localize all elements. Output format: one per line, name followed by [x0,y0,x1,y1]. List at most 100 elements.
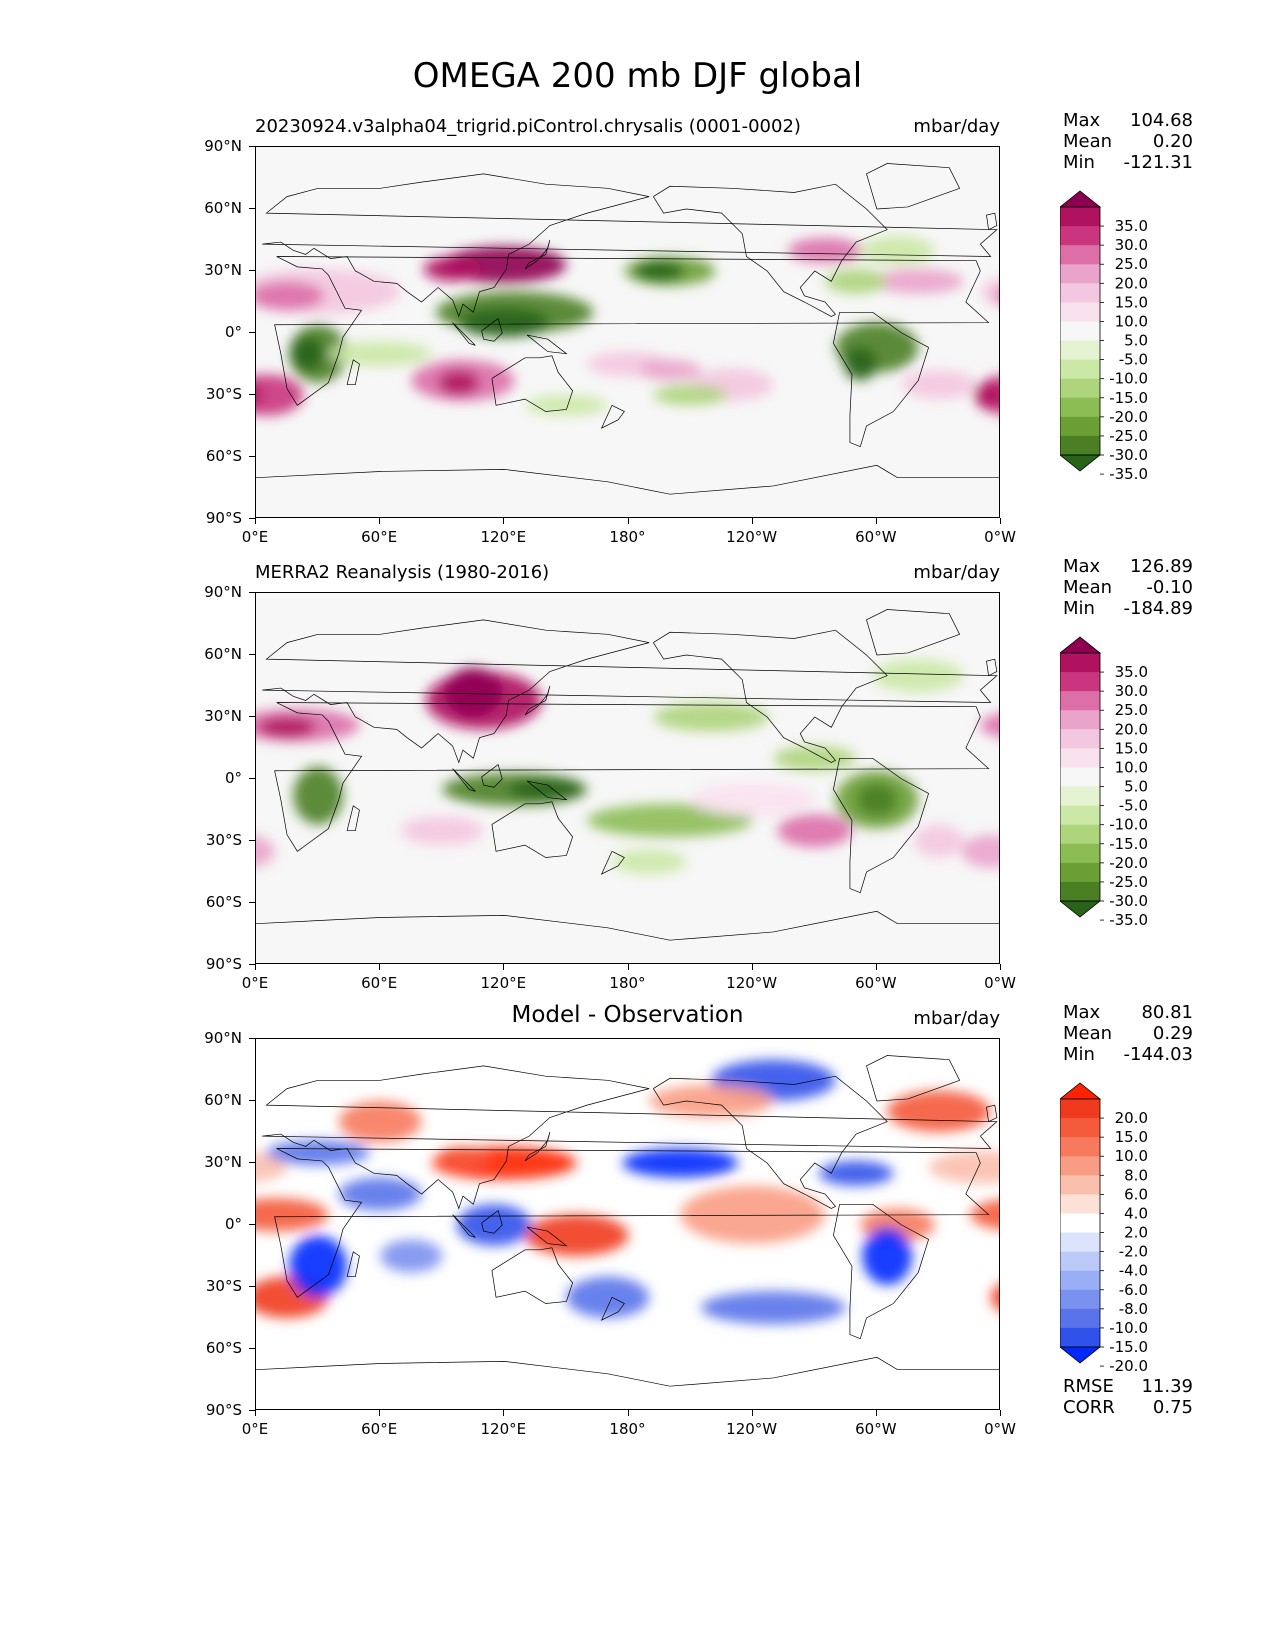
field-anomaly-region [328,341,432,367]
stat-label: Mean [1063,131,1113,152]
colorbar-tick-label: 10.0 [1115,758,1148,776]
coastline [526,780,568,801]
coastline [866,609,961,656]
field-anomaly-region [825,268,888,294]
colorbar-tick-label: 25.0 [1115,255,1148,273]
coastline [481,1209,503,1234]
field-anomaly-region [438,1146,488,1168]
colorbar-segment [1060,321,1100,342]
lat-tick-label: 30°S [205,385,242,403]
field-statistics: Max 80.81 Mean 0.29 Min -144.03 [1063,1002,1193,1065]
map-panel-obs: MERRA2 Reanalysis (1980-2016) mbar/day 90°… [0,556,1275,1032]
contour-field [256,659,999,875]
colorbar: 20.015.010.08.06.04.0 2.0-2.0-4.0-6.0-8.0… [1060,1082,1148,1375]
lat-tick-label: 0° [224,769,242,787]
colorbar-segment [1060,672,1100,692]
colorbar-tick-label: 20.0 [1115,274,1148,292]
lon-tick [379,518,381,524]
panel-units: mbar/day [913,116,1000,137]
field-anomaly-region [256,385,263,405]
stat-row: Min -121.31 [1063,152,1193,173]
colorbar-tick-label: 10.0 [1115,1147,1148,1165]
colorbar-segment [1060,1308,1100,1329]
lon-tick [875,1410,877,1416]
lon-tick [627,518,629,524]
lat-tick [249,1100,255,1101]
stat-value: -184.89 [1123,598,1193,619]
colorbar-segment [1060,1118,1100,1138]
lat-tick-label: 60°S [205,1339,242,1357]
stat-value: 0.75 [1152,1397,1193,1418]
lon-tick-label: 60°W [855,1420,897,1438]
lat-tick [249,332,255,333]
coastline [346,805,360,832]
lat-tick [249,654,255,655]
coastline [452,768,476,792]
stat-row: Max 80.81 [1063,1002,1193,1023]
lat-tick [249,270,255,271]
colorbar-extend-bottom [1060,1346,1102,1364]
colorbar-segment [1060,283,1100,303]
field-anomaly-region [587,803,753,837]
coastline [256,1356,999,1387]
colorbar-segment [1060,862,1100,883]
lat-tick [249,1224,255,1225]
stat-label: Max [1063,556,1101,577]
colorbar-tick-label: -15.0 [1109,835,1148,853]
lat-tick-label: 90°S [205,1401,242,1419]
lon-tick [255,518,256,524]
field-anomaly-region [928,1150,999,1184]
lon-tick-label: 0°W [984,974,1016,992]
lon-tick-label: 120°W [726,528,778,546]
field-anomaly-region [994,289,999,303]
stat-label: Min [1063,152,1095,173]
stat-row: Min -184.89 [1063,598,1193,619]
colorbar-tick-label: -20.0 [1109,1357,1148,1375]
lon-tick [751,964,753,970]
lat-tick [249,1162,255,1163]
lon-tick-label: 120°E [480,528,527,546]
colorbar-extend-bottom [1060,454,1102,472]
field-anomaly-region [289,1235,348,1298]
colorbar-tick-label: 15.0 [1115,739,1148,757]
coastline [526,1226,568,1247]
colorbar-segment [1060,729,1100,749]
colorbar-segment [1060,435,1100,456]
map-plot-area [255,146,1000,518]
colorbar-segment [1060,881,1100,902]
lon-tick-label: 60°E [361,1420,398,1438]
lat-tick-label: 30°N [204,1153,242,1171]
colorbar-segment [1060,378,1100,399]
colorbar-extend-top [1060,636,1102,654]
lon-tick [875,964,877,970]
lat-tick-label: 60°N [204,199,242,217]
lat-tick-label: 90°S [205,955,242,973]
lat-tick-label: 60°S [205,447,242,465]
coastline [653,183,888,317]
colorbar: 35.030.025.020.015.010.0 5.0-5.0-10.0-15.… [1060,190,1148,483]
colorbar-tick-label: 35.0 [1115,217,1148,235]
field-anomaly-region [843,347,877,381]
field-statistics: Max 126.89 Mean -0.10 Min -184.89 [1063,556,1193,619]
coastline [262,1065,998,1210]
lat-tick-label: 0° [224,1215,242,1233]
lat-tick [249,1410,255,1411]
coastlines [256,163,999,495]
coastline [833,311,929,448]
field-anomaly-region [680,1185,826,1244]
lon-tick [255,1410,256,1416]
lon-tick-label: 120°W [726,1420,778,1438]
lon-tick-label: 60°W [855,528,897,546]
field-anomaly-region [901,370,977,400]
lat-tick [249,1286,255,1287]
lon-tick [751,518,753,524]
colorbar-tick-label: -10.0 [1109,370,1148,388]
field-statistics: Max 104.68 Mean 0.20 Min -121.31 [1063,110,1193,173]
coastline [866,163,961,210]
field-anomaly-region [338,1177,422,1211]
colorbar-tick-label: -25.0 [1109,427,1148,445]
lat-tick [249,518,255,519]
lon-tick [627,1410,629,1416]
lon-tick [875,518,877,524]
colorbar-segment [1060,1194,1100,1214]
